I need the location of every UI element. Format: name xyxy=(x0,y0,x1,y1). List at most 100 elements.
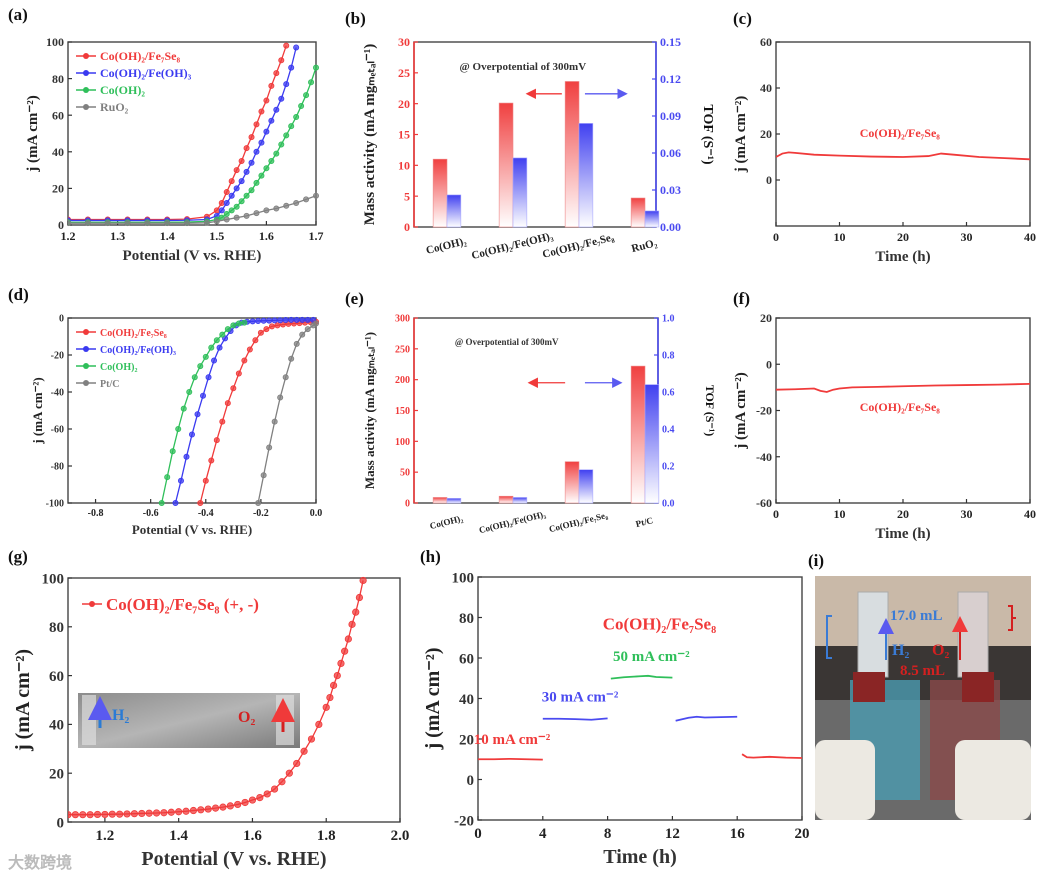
data-point xyxy=(205,374,212,381)
data-point xyxy=(293,44,300,51)
data-point xyxy=(223,200,230,207)
category-label: Co(OH)₂/Fe₇Se₈ xyxy=(548,510,609,534)
bar-mass-activity xyxy=(498,102,514,228)
data-point xyxy=(182,807,190,815)
series-layer xyxy=(776,383,1031,393)
data-point xyxy=(228,207,235,214)
data-point xyxy=(359,576,367,585)
annotation: Co(OH)₂/Fe₇Se₈ xyxy=(860,400,941,414)
y-tick-label: 80 xyxy=(49,620,64,636)
y-axis-label: j (mA cm⁻²) xyxy=(422,647,444,750)
y-tick-label: 0 xyxy=(766,357,772,371)
data-point xyxy=(180,405,187,412)
data-point xyxy=(274,322,281,329)
data-point xyxy=(253,148,260,155)
x-tick-label: -0.2 xyxy=(253,508,269,519)
data-point xyxy=(238,157,245,164)
y-axis-label: j (mA cm⁻²) xyxy=(30,377,45,444)
data-point xyxy=(186,388,193,395)
panel-label: (g) xyxy=(8,547,28,566)
x-tick-label: 1.3 xyxy=(110,229,125,243)
annotation: Co(OH)₂/Fe₇Se₈ xyxy=(860,126,941,140)
annotation: 30 mA cm⁻² xyxy=(542,690,619,706)
data-point xyxy=(271,317,278,324)
y-tick-label: 20 xyxy=(459,732,474,748)
y-tick-label: 80 xyxy=(52,72,64,86)
data-point xyxy=(144,220,151,227)
data-point xyxy=(273,106,280,113)
data-point xyxy=(68,811,72,819)
data-point xyxy=(213,337,220,344)
y-tick-label: 20 xyxy=(760,311,772,325)
legend-label: Co(OH)₂ xyxy=(100,83,145,97)
y-axis-label: Mass activity (mA mgₘₑₜₐₗ⁻¹) xyxy=(362,44,378,226)
data-point xyxy=(183,453,190,460)
data-point xyxy=(308,79,315,86)
data-point xyxy=(329,681,338,689)
data-point xyxy=(93,810,102,819)
h2-label: H₂ xyxy=(892,642,909,659)
y2-tick-label: 0.8 xyxy=(662,351,675,362)
data-point xyxy=(270,785,279,793)
data-point xyxy=(258,172,265,179)
legend-entry: Co(OH)₂/Fe₇Se₈ (+, -) xyxy=(82,595,259,614)
bar-mass-activity xyxy=(432,497,448,504)
y-tick-label: 20 xyxy=(52,182,64,196)
y2-tick-label: 0.2 xyxy=(662,462,675,473)
y-axis-label: j (mA cm⁻²) xyxy=(733,372,749,450)
data-point xyxy=(348,620,356,628)
y-axis-label: j (mA cm⁻²) xyxy=(733,96,749,174)
data-point xyxy=(299,316,306,323)
o2-cylinder xyxy=(957,591,989,678)
data-point xyxy=(268,117,275,124)
legend-label: Co(OH)₂ xyxy=(100,362,137,373)
data-point xyxy=(124,220,131,227)
y-tick-label: 150 xyxy=(395,406,410,417)
y-tick-label: 40 xyxy=(52,145,64,159)
data-point xyxy=(283,132,290,139)
data-point xyxy=(123,810,131,818)
x-tick-label: 1.6 xyxy=(259,229,274,243)
legend-marker-icon xyxy=(89,601,95,607)
series-line xyxy=(675,715,738,722)
y2-tick-label: 1.0 xyxy=(662,314,675,325)
data-point xyxy=(283,81,290,88)
series-line xyxy=(776,151,1031,161)
legend-entry: Pt/C xyxy=(76,379,119,390)
data-point xyxy=(202,353,209,360)
data-point xyxy=(191,374,198,381)
data-point xyxy=(84,220,91,227)
y-tick-label: 10 xyxy=(398,159,410,173)
data-point xyxy=(216,344,223,351)
series-layer xyxy=(158,316,319,506)
data-point xyxy=(268,157,275,164)
bar-mass-activity xyxy=(564,461,580,504)
data-point xyxy=(219,418,226,425)
data-point xyxy=(355,593,364,602)
data-point xyxy=(175,808,183,816)
data-point xyxy=(282,374,289,381)
x-axis-label: Potential (V vs. RHE) xyxy=(123,248,262,264)
h2-cylinder xyxy=(857,591,889,678)
data-point xyxy=(160,809,168,817)
data-point xyxy=(304,326,311,333)
data-point xyxy=(256,793,264,802)
legend-entry: RuO₂ xyxy=(76,100,129,114)
data-point xyxy=(219,331,226,338)
data-point xyxy=(300,747,308,755)
o2-cell xyxy=(955,740,1031,820)
annotation: @ Overpotential of 300mV xyxy=(460,61,587,73)
panel-g: (g) 0 20 40 60 80 100 1.2 1.4 1.6 1.8 2.0 Potential … xyxy=(8,547,409,870)
inset-photo: H₂ O₂ xyxy=(78,693,300,748)
x-axis-label: Time (h) xyxy=(875,249,930,265)
data-point xyxy=(263,97,270,104)
data-point xyxy=(219,803,227,811)
panel-f: (f) -60 -40 -20 0 20 0 10 20 30 40 Time (h) j (mA cm… xyxy=(733,289,1036,542)
y-tick-label: 60 xyxy=(52,108,64,122)
category-label: Co(OH)₂/Fe(OH)₃ xyxy=(478,509,547,535)
data-point xyxy=(263,165,270,172)
data-point xyxy=(233,214,240,221)
y2-tick-label: 0.6 xyxy=(662,388,675,399)
x-tick-label: -0.8 xyxy=(88,508,104,519)
data-point xyxy=(235,370,242,377)
